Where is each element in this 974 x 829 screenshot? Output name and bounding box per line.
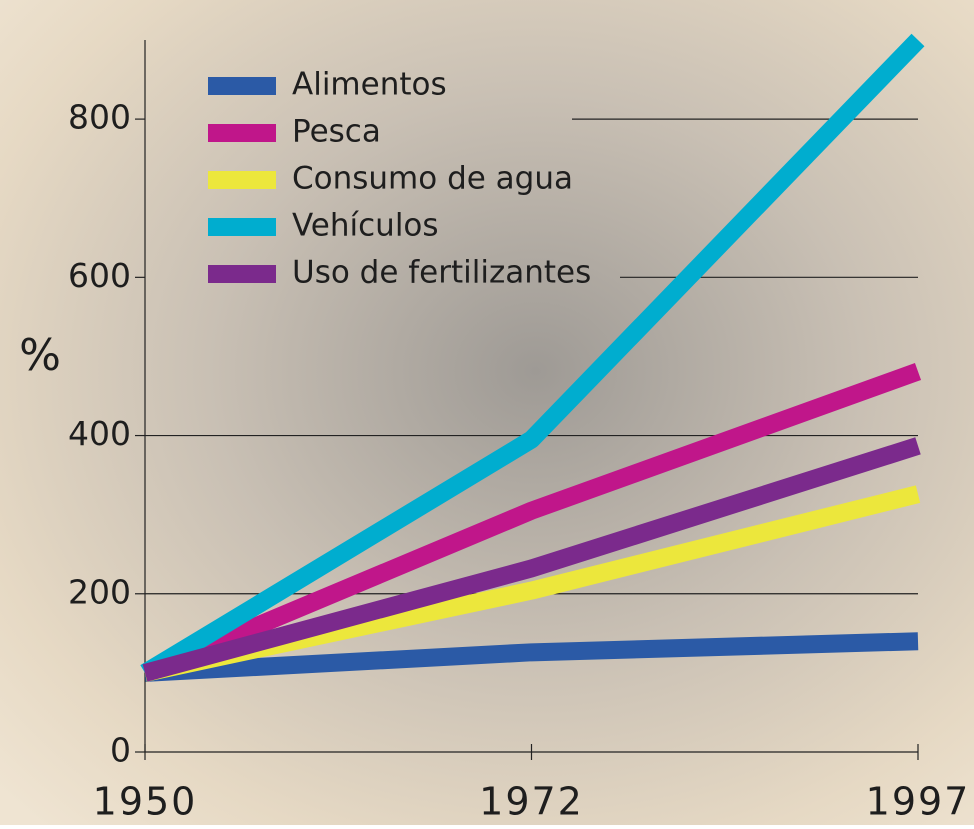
y-tick-label: 200 (68, 572, 131, 611)
legend-swatch (208, 218, 276, 236)
series-line (141, 363, 922, 682)
series-line (140, 33, 925, 681)
legend-label: Pesca (292, 114, 381, 150)
series-line (144, 632, 919, 682)
legend-swatch (208, 77, 276, 95)
y-axis-label: % (19, 330, 61, 381)
legend-label: Alimentos (292, 67, 447, 103)
legend-label: Consumo de agua (292, 161, 573, 197)
legend-swatch (208, 124, 276, 142)
series-line (142, 437, 921, 682)
legend-label: Uso de fertilizantes (292, 255, 591, 291)
y-tick-label: 600 (68, 256, 131, 295)
y-tick-label: 0 (110, 731, 131, 770)
x-tick-label: 1997 (866, 780, 971, 824)
y-tick-label: 800 (68, 98, 131, 137)
y-tick-label: 400 (68, 414, 131, 453)
legend-label: Vehículos (292, 208, 439, 244)
x-tick-label: 1950 (93, 780, 198, 824)
legend-swatch (208, 265, 276, 283)
legend-swatch (208, 171, 276, 189)
x-tick-label: 1972 (479, 780, 584, 824)
